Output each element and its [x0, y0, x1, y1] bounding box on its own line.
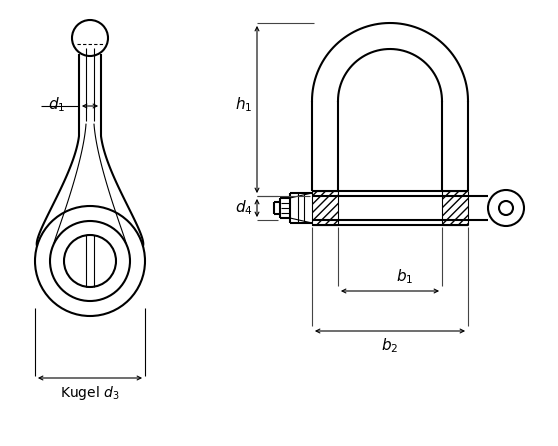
Text: Kugel $d_3$: Kugel $d_3$ — [60, 384, 120, 402]
Bar — [312, 191, 338, 225]
Text: $b_2$: $b_2$ — [381, 337, 398, 355]
Text: $b_1$: $b_1$ — [396, 268, 413, 286]
Text: $d_1$: $d_1$ — [49, 95, 66, 114]
Text: $h_1$: $h_1$ — [235, 95, 253, 114]
Text: $d_4$: $d_4$ — [235, 198, 253, 217]
Bar — [442, 191, 468, 225]
